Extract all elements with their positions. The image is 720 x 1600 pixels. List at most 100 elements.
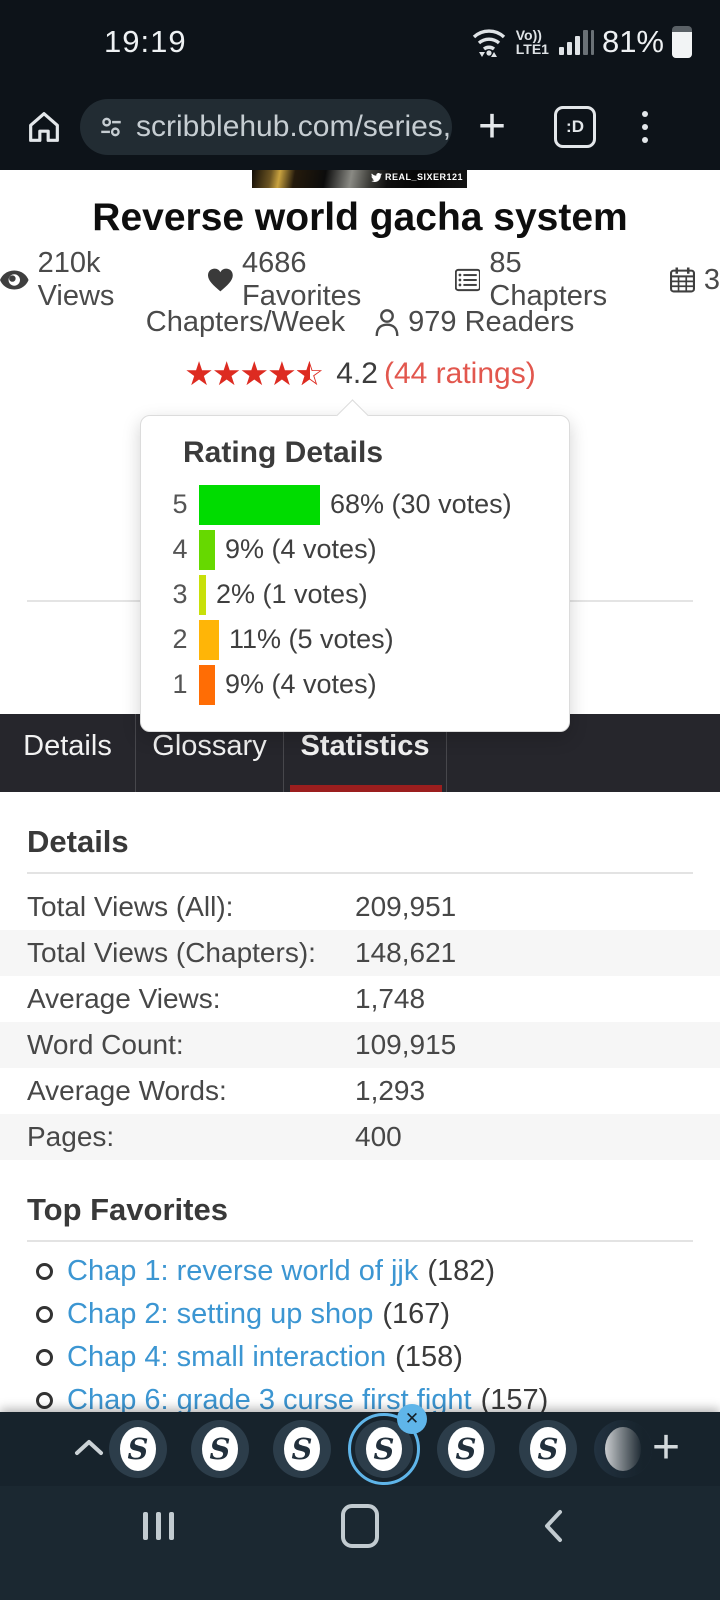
views-stat: 210k Views — [0, 247, 178, 313]
bullet-icon — [36, 1263, 53, 1280]
top-favorites-divider — [27, 1240, 693, 1242]
chapter-link[interactable]: Chap 4: small interaction — [67, 1341, 387, 1373]
popup-title: Rating Details — [183, 436, 384, 469]
rating-bar-5 — [199, 484, 320, 525]
recents-button[interactable] — [98, 1486, 218, 1566]
tab-thumbnail[interactable]: S — [273, 1420, 331, 1478]
table-row: Average Views: 1,748 — [27, 983, 426, 1014]
rating-bar-row: 1 9% (4 votes) — [141, 662, 569, 707]
rating-count-link[interactable]: (44 ratings) — [383, 357, 536, 390]
chapter-link[interactable]: Chap 1: reverse world of jjk — [67, 1255, 419, 1287]
chapters-icon — [454, 268, 481, 292]
table-row: Pages: 400 — [0, 1114, 720, 1160]
details-heading: Details — [27, 824, 129, 859]
selected-tab-ring — [348, 1413, 420, 1485]
favorite-count: (167) — [382, 1298, 451, 1330]
series-stats-line-1: 210k Views 4686 Favorites 85 Chapters — [0, 247, 720, 312]
battery-icon — [672, 26, 692, 58]
favorite-count: (157) — [480, 1384, 549, 1416]
status-bar: 19:19 Vo)) LTE1 81% — [0, 0, 720, 84]
table-row: Word Count: 109,915 — [0, 1022, 720, 1068]
battery-percent: 81% — [601, 24, 664, 59]
recents-icon — [142, 1512, 174, 1540]
eye-icon — [0, 270, 29, 290]
rating-details-popup: Rating Details 5 68% (30 votes) 4 9% (4 … — [140, 399, 570, 732]
scribblehub-favicon: S — [202, 1427, 238, 1471]
star-icon — [267, 356, 295, 392]
table-row: Total Views (All): 209,951 — [27, 891, 457, 922]
signal-strength-icon — [558, 29, 594, 55]
rating-bar-2 — [199, 619, 219, 660]
expand-strip-chevron-icon[interactable] — [74, 1438, 104, 1456]
tab-switcher-button[interactable]: :D — [554, 106, 597, 148]
rating-bar-row: 4 9% (4 votes) — [141, 527, 569, 572]
tab-thumbnail[interactable]: S — [109, 1420, 167, 1478]
clock: 19:19 — [104, 24, 187, 59]
new-tab-in-group-button[interactable]: + — [651, 1421, 681, 1474]
menu-button[interactable] — [642, 111, 649, 143]
bullet-icon — [36, 1349, 53, 1366]
series-title: Reverse world gacha system — [92, 196, 628, 239]
url-text: scribblehub.com/series, — [136, 110, 452, 143]
heart-icon — [208, 268, 234, 292]
table-row: Average Words: 1,293 — [27, 1075, 426, 1106]
rating-score: 4.2 — [336, 357, 378, 390]
tab-count: :D — [566, 117, 584, 136]
rating-summary[interactable]: 4.2 (44 ratings) — [0, 356, 720, 392]
android-navigation-bar — [0, 1486, 720, 1600]
tab-details[interactable]: Details — [0, 714, 136, 792]
star-icon — [212, 356, 240, 392]
rating-bar-3 — [199, 574, 206, 615]
browser-chrome: 19:19 Vo)) LTE1 81% — [0, 0, 720, 170]
bullet-icon — [36, 1392, 53, 1409]
list-item: Chap 4: small interaction (158) — [0, 1336, 720, 1379]
tab-thumbnail[interactable]: S — [437, 1420, 495, 1478]
tab-thumbnail-partial[interactable] — [594, 1420, 652, 1478]
active-tab-underline — [290, 785, 442, 792]
star-rating-icons — [184, 356, 322, 392]
back-chevron-icon — [545, 1510, 562, 1542]
scribblehub-favicon: S — [120, 1427, 156, 1471]
rating-bar-1 — [199, 664, 215, 705]
rating-bar-row: 5 68% (30 votes) — [141, 482, 569, 527]
back-button[interactable] — [493, 1486, 613, 1566]
series-stats-line-2: Chapters/Week 979 Readers — [0, 302, 720, 342]
tune-icon — [101, 117, 121, 137]
home-nav-icon — [341, 1504, 379, 1548]
tab-thumbnail[interactable]: S — [519, 1420, 577, 1478]
favorite-count: (158) — [395, 1341, 463, 1373]
star-icon — [184, 356, 212, 392]
twitter-bird-icon — [371, 172, 382, 182]
top-favorites-heading: Top Favorites — [27, 1192, 228, 1227]
tab-statistics[interactable]: Statistics — [284, 714, 447, 792]
rating-bar-row: 2 11% (5 votes) — [141, 617, 569, 662]
home-button[interactable] — [22, 105, 66, 149]
rating-distribution-chart: 5 68% (30 votes) 4 9% (4 votes) 3 2% (1 … — [141, 482, 569, 707]
favorite-count: (182) — [427, 1255, 496, 1287]
new-tab-button[interactable]: + — [478, 100, 507, 153]
url-bar[interactable]: scribblehub.com/series, — [80, 99, 452, 155]
home-icon — [29, 112, 59, 142]
close-tab-button[interactable]: ✕ — [397, 1404, 427, 1434]
details-heading-divider — [27, 872, 693, 874]
tab-glossary[interactable]: Glossary — [136, 714, 284, 792]
tab-thumbnail[interactable]: S — [191, 1420, 249, 1478]
rating-bar-4 — [199, 529, 215, 570]
favorites-stat: 4686 Favorites — [208, 247, 424, 313]
browser-toolbar: scribblehub.com/series, + :D — [0, 84, 720, 170]
section-tab-bar: Details Glossary Statistics — [0, 714, 720, 792]
list-item: Chap 2: setting up shop (167) — [0, 1293, 720, 1336]
scribblehub-favicon: S — [448, 1427, 484, 1471]
banner-watermark: REAL_SIXER121 — [371, 172, 463, 182]
tab-thumbnail-selected[interactable]: ✕ S — [348, 1404, 427, 1485]
chapter-link[interactable]: Chap 2: setting up shop — [67, 1298, 374, 1330]
list-item: Chap 1: reverse world of jjk (182) — [0, 1250, 720, 1293]
home-nav-button[interactable] — [300, 1486, 420, 1566]
series-banner-image: REAL_SIXER121 — [252, 170, 467, 188]
wifi-icon — [472, 29, 505, 57]
scribblehub-favicon: S — [284, 1427, 320, 1471]
tab-group-strip: S S S ✕ S S S + — [0, 1404, 720, 1486]
table-row: Total Views (Chapters): 148,621 — [0, 930, 720, 976]
half-star-icon — [295, 356, 323, 392]
